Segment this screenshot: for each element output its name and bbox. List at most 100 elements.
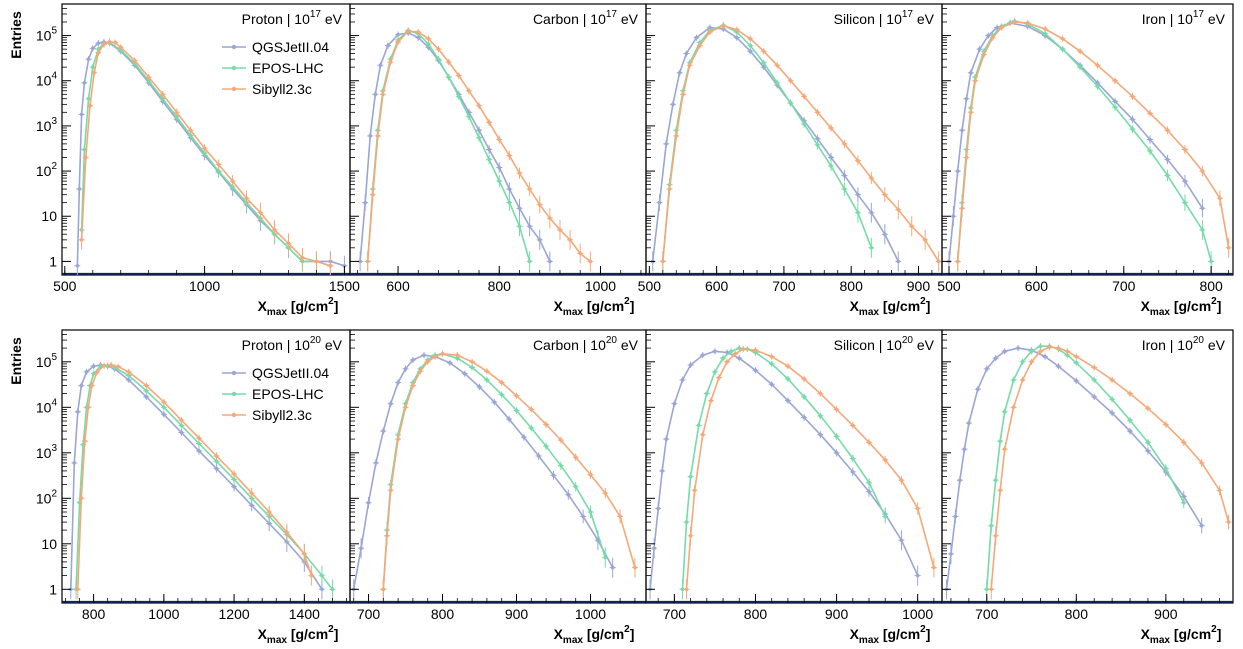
data-point (833, 406, 840, 413)
data-point (455, 93, 462, 100)
annotation-separator: | (579, 11, 590, 27)
annotation-energy-exponent: 17 (310, 9, 322, 20)
data-point (520, 433, 527, 441)
y-tick-label: 105 (36, 26, 58, 44)
x-tick-label: 1200 (219, 606, 250, 622)
data-point (454, 352, 461, 359)
data-point (1077, 48, 1084, 55)
data-point (587, 505, 594, 519)
panel-iron-1e20: 700 800 900 Iron | 1020 eV Xmax [g/cm2] (941, 329, 1234, 646)
annotation-energy-exponent: 20 (606, 335, 618, 346)
data-point (100, 41, 107, 48)
data-point (550, 470, 557, 480)
y-tick-label: 105 (36, 352, 58, 370)
data-point (483, 368, 490, 375)
data-point (724, 358, 731, 365)
data-point (952, 509, 959, 524)
data-point (195, 434, 202, 442)
data-point (131, 57, 138, 64)
data-point (91, 69, 98, 76)
y-tick-base: 1 (49, 581, 57, 597)
data-point (498, 391, 505, 398)
data-point (711, 348, 718, 355)
data-point (914, 565, 921, 586)
x-axis-label-superscript: 2 (920, 296, 926, 307)
data-point (659, 251, 666, 272)
data-point (693, 34, 700, 41)
y-tick-base: 10 (36, 73, 52, 89)
data-point (469, 364, 476, 371)
x-tick-label: 800 (1065, 606, 1089, 622)
legend: QGSJetII.04 EPOS-LHC Sibyll2.3c (222, 365, 329, 423)
data-point (364, 251, 371, 272)
data-point (94, 368, 101, 375)
data-point (898, 475, 905, 485)
x-tick-label: 1000 (148, 606, 179, 622)
data-point (88, 382, 95, 389)
data-point (1010, 404, 1017, 411)
data-point (461, 370, 468, 377)
y-tick-base: 10 (36, 399, 52, 415)
y-tick-label: 102 (36, 161, 58, 179)
x-axis-label-units: [g/cm (583, 626, 624, 642)
data-point (395, 379, 402, 386)
data-point (577, 243, 584, 264)
data-point (86, 102, 93, 110)
data-point (384, 526, 390, 545)
series-line-sibyll2-3c (662, 24, 940, 262)
data-point (715, 374, 722, 381)
data-point (1041, 353, 1048, 360)
data-point (1011, 18, 1018, 26)
data-point (930, 557, 937, 578)
data-point (526, 182, 533, 196)
data-point (299, 247, 306, 268)
data-point (145, 73, 152, 81)
data-point (435, 46, 442, 53)
x-axis-label-main: X (554, 298, 564, 314)
data-point (787, 77, 794, 84)
x-axis-label: Xmax [g/cm2] (1141, 624, 1222, 646)
series-line-qgsjetii-04 (649, 350, 919, 590)
x-axis-label: Xmax [g/cm2] (258, 624, 339, 646)
data-point (963, 95, 970, 103)
data-point (1112, 77, 1119, 84)
annotation-energy-exponent: 17 (902, 9, 914, 20)
annotation-primary: Silicon (834, 11, 875, 27)
data-point (1181, 145, 1188, 154)
data-point (992, 526, 999, 545)
data-point (395, 435, 402, 443)
data-point (828, 160, 834, 172)
data-point (747, 42, 754, 49)
x-axis-label-subscript: max (267, 307, 287, 318)
data-point (178, 429, 185, 436)
annotation-energy-exponent: 20 (902, 335, 914, 346)
data-point (476, 102, 483, 110)
x-axis-label-main: X (554, 626, 564, 642)
series-line-epos-lhc (75, 364, 334, 590)
annotation-energy-base: 10 (294, 11, 310, 27)
data-point (801, 93, 808, 100)
x-tick-label: 800 (744, 606, 768, 622)
data-point (101, 362, 108, 369)
data-point (736, 355, 743, 362)
data-point (1037, 343, 1044, 350)
x-tick-label: 900 (825, 606, 849, 622)
x-tick-label: 1000 (902, 606, 933, 622)
data-point (680, 90, 686, 98)
x-tick-label: 600 (1025, 278, 1049, 294)
data-point (956, 475, 963, 485)
data-point (483, 376, 490, 384)
data-point (1091, 393, 1098, 401)
data-point (506, 182, 513, 196)
x-axis-label-main: X (1141, 298, 1151, 314)
data-point (963, 152, 970, 163)
data-point (491, 398, 498, 406)
legend-label: QGSJetII.04 (252, 365, 329, 381)
data-point (1015, 345, 1022, 352)
annotation-primary: Iron (1142, 11, 1166, 27)
data-point (1059, 35, 1066, 42)
data-point (768, 353, 775, 360)
data-point (965, 419, 972, 427)
data-point (424, 358, 431, 365)
data-point (78, 382, 85, 389)
